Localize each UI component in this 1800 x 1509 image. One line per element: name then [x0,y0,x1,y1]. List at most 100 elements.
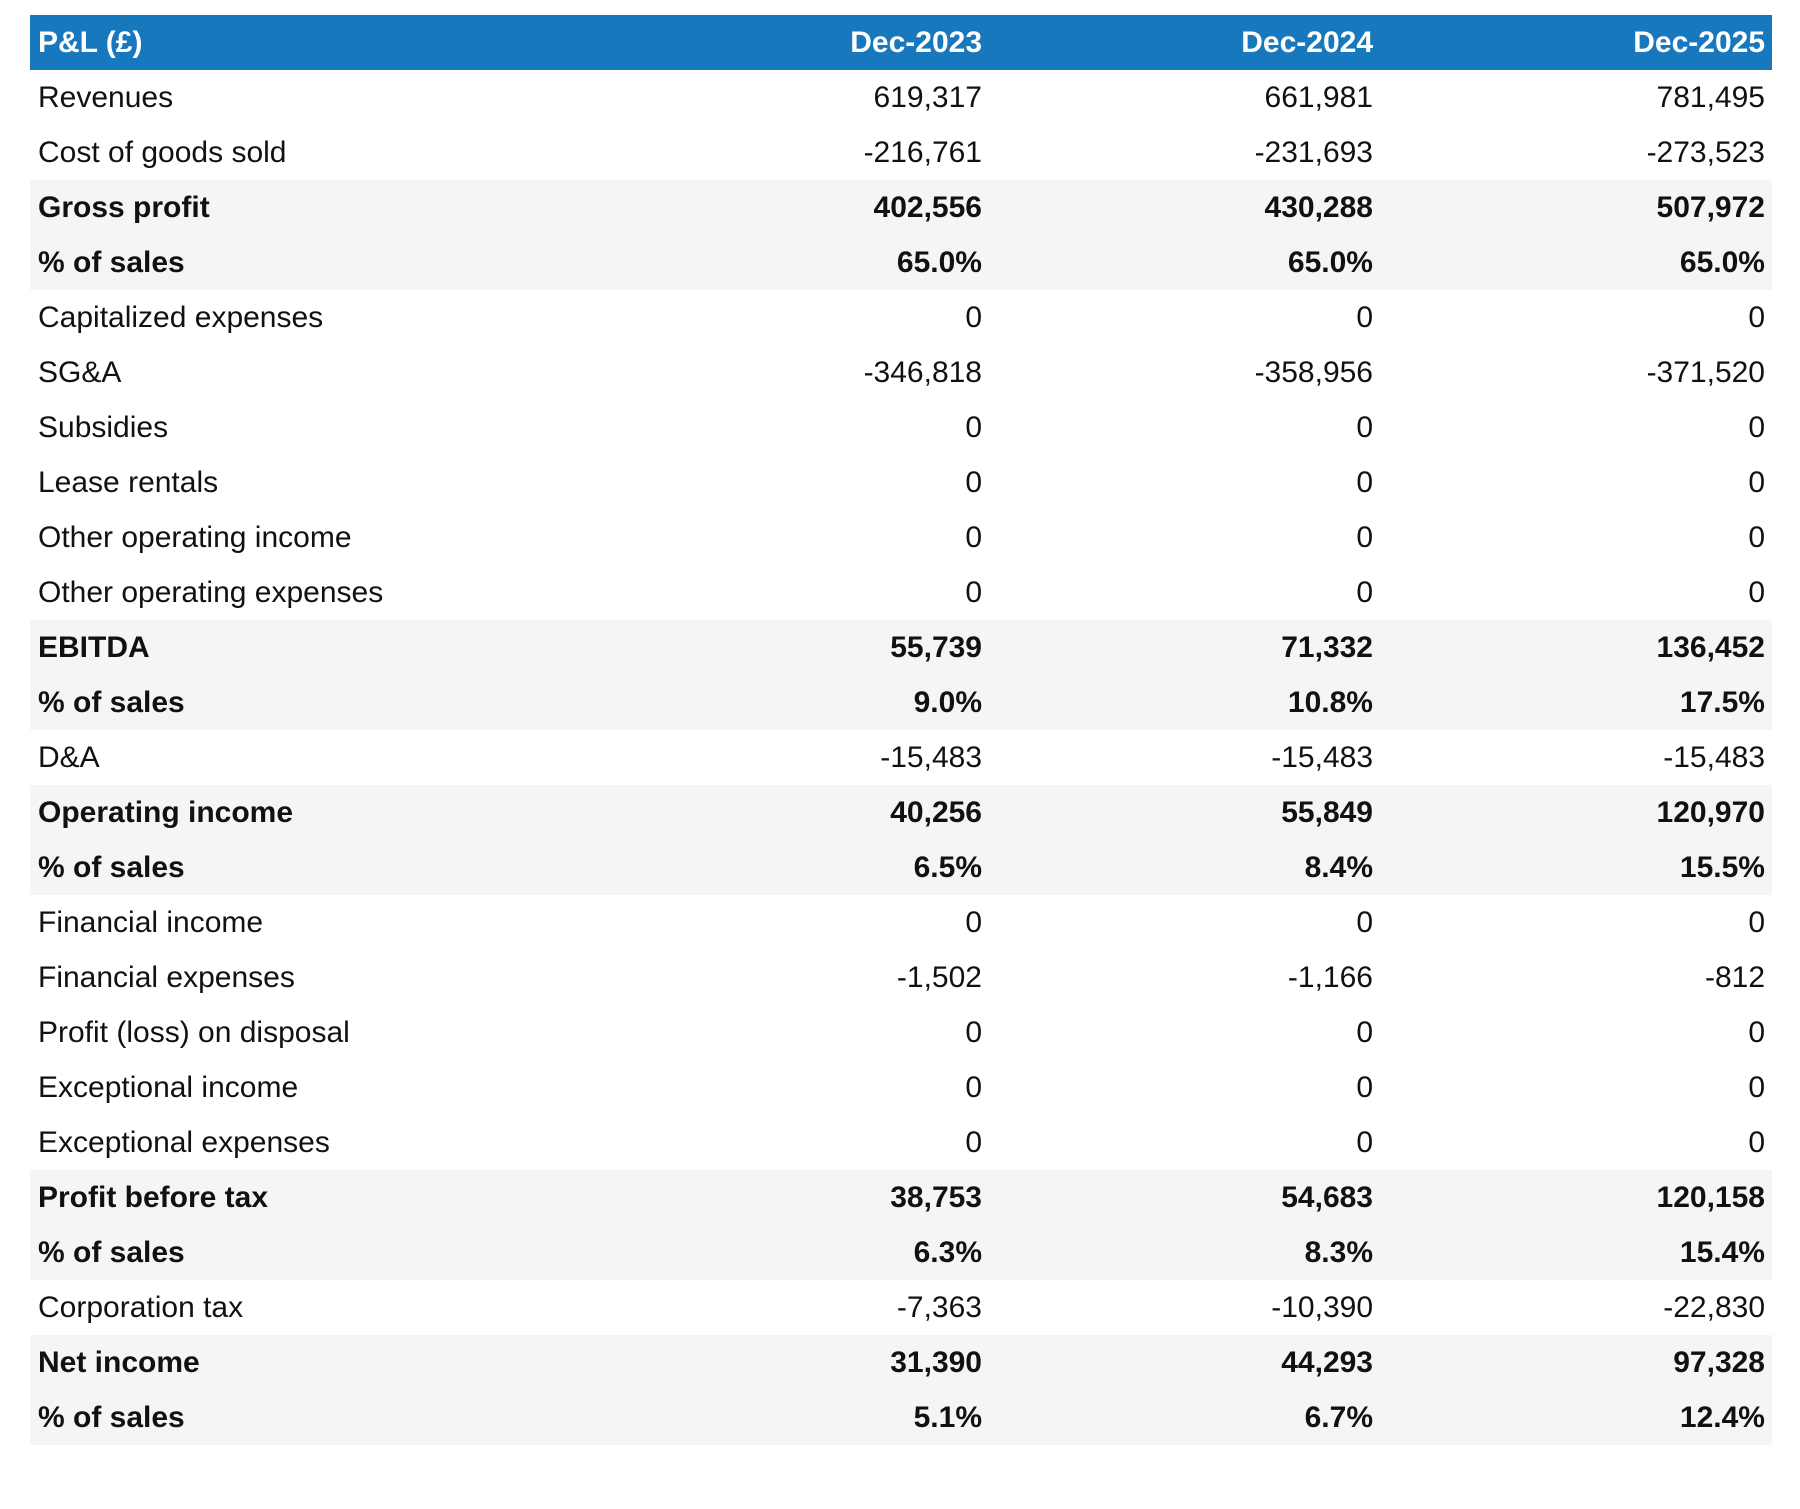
table-row: Exceptional expenses 0 0 0 [30,1115,1772,1170]
table-row: EBITDA 55,739 71,332 136,452 [30,620,1772,675]
pnl-table-body: Revenues 619,317 661,981 781,495 Cost of… [30,70,1772,1445]
cell-value-dec-2024: 8.4% [1304,851,1373,884]
cell-value-dec-2024: 0 [1356,521,1373,554]
cell-value-dec-2025: 781,495 [1656,81,1765,114]
row-label: Corporation tax [38,1291,244,1324]
cell-value-dec-2025: 97,328 [1673,1346,1765,1379]
row-label: Subsidies [38,411,169,444]
cell-value-dec-2024: 44,293 [1281,1346,1373,1379]
cell-value-dec-2025: 0 [1748,906,1765,939]
cell-value-dec-2023: 0 [965,1016,982,1049]
row-label: Profit before tax [38,1181,269,1214]
cell-value-dec-2024: 0 [1356,1016,1373,1049]
cell-value-dec-2024: 0 [1356,411,1373,444]
row-label: Net income [38,1346,200,1379]
table-row: Financial expenses -1,502 -1,166 -812 [30,950,1772,1005]
row-label: Financial income [38,906,264,939]
pnl-table-header: P&L (£) Dec-2023 Dec-2024 Dec-2025 [30,15,1772,70]
cell-value-dec-2024: -1,166 [1287,961,1373,994]
cell-value-dec-2024: 0 [1356,906,1373,939]
row-label: Exceptional income [38,1071,299,1104]
row-label: % of sales [38,1236,185,1269]
cell-value-dec-2025: 0 [1748,466,1765,499]
cell-value-dec-2025: 0 [1748,411,1765,444]
cell-value-dec-2025: 12.4% [1679,1401,1765,1434]
cell-value-dec-2023: 6.3% [913,1236,982,1269]
cell-value-dec-2024: 0 [1356,301,1373,334]
cell-value-dec-2024: -15,483 [1271,741,1373,774]
row-label: Financial expenses [38,961,295,994]
cell-value-dec-2025: 0 [1748,1071,1765,1104]
cell-value-dec-2023: -1,502 [896,961,982,994]
cell-value-dec-2024: 65.0% [1287,246,1373,279]
cell-value-dec-2023: 619,317 [873,81,982,114]
table-row: Exceptional income 0 0 0 [30,1060,1772,1115]
cell-value-dec-2024: -10,390 [1271,1291,1373,1324]
table-row: Financial income 0 0 0 [30,895,1772,950]
cell-value-dec-2023: 0 [965,576,982,609]
cell-value-dec-2024: 10.8% [1287,686,1373,719]
cell-value-dec-2025: -812 [1704,961,1765,994]
cell-value-dec-2024: 6.7% [1304,1401,1373,1434]
table-row: Corporation tax -7,363 -10,390 -22,830 [30,1280,1772,1335]
cell-value-dec-2025: -273,523 [1646,136,1765,169]
cell-value-dec-2025: 136,452 [1656,631,1765,664]
row-label: Other operating income [38,521,352,554]
table-row: Other operating income 0 0 0 [30,510,1772,565]
row-label: % of sales [38,246,185,279]
cell-value-dec-2023: 31,390 [890,1346,982,1379]
table-row: Profit before tax 38,753 54,683 120,158 [30,1170,1772,1225]
cell-value-dec-2025: 15.5% [1679,851,1765,884]
cell-value-dec-2023: -346,818 [863,356,982,389]
cell-value-dec-2023: -216,761 [863,136,982,169]
cell-value-dec-2024: 0 [1356,466,1373,499]
cell-value-dec-2025: 120,158 [1656,1181,1765,1214]
table-row: Capitalized expenses 0 0 0 [30,290,1772,345]
row-label: Operating income [38,796,294,829]
table-row: Net income 31,390 44,293 97,328 [30,1335,1772,1390]
cell-value-dec-2023: 55,739 [890,631,982,664]
row-label: SG&A [38,356,122,389]
cell-value-dec-2024: 0 [1356,1126,1373,1159]
cell-value-dec-2023: -7,363 [896,1291,982,1324]
table-row: % of sales 5.1% 6.7% 12.4% [30,1390,1772,1445]
cell-value-dec-2024: 55,849 [1281,796,1373,829]
cell-value-dec-2025: -15,483 [1663,741,1765,774]
row-label: % of sales [38,1401,185,1434]
cell-value-dec-2025: 17.5% [1679,686,1765,719]
row-label: Revenues [38,81,174,114]
table-row: % of sales 6.5% 8.4% 15.5% [30,840,1772,895]
cell-value-dec-2023: 0 [965,301,982,334]
row-label: % of sales [38,851,185,884]
cell-value-dec-2023: 0 [965,906,982,939]
table-row: Lease rentals 0 0 0 [30,455,1772,510]
cell-value-dec-2025: -22,830 [1663,1291,1765,1324]
cell-value-dec-2023: 0 [965,521,982,554]
table-row: Revenues 619,317 661,981 781,495 [30,70,1772,125]
cell-value-dec-2024: -231,693 [1254,136,1373,169]
cell-value-dec-2024: 0 [1356,1071,1373,1104]
cell-value-dec-2025: 0 [1748,1016,1765,1049]
cell-value-dec-2025: -371,520 [1646,356,1765,389]
cell-value-dec-2023: 0 [965,411,982,444]
row-label: Profit (loss) on disposal [38,1016,350,1049]
cell-value-dec-2023: 5.1% [913,1401,982,1434]
cell-value-dec-2025: 65.0% [1679,246,1765,279]
column-header-dec-2023: Dec-2023 [590,15,982,70]
cell-value-dec-2025: 0 [1748,301,1765,334]
table-row: Subsidies 0 0 0 [30,400,1772,455]
cell-value-dec-2024: -358,956 [1254,356,1373,389]
row-label: Capitalized expenses [38,301,324,334]
cell-value-dec-2023: 40,256 [890,796,982,829]
column-header-dec-2025: Dec-2025 [1373,15,1772,70]
cell-value-dec-2023: 0 [965,1126,982,1159]
table-row: % of sales 65.0% 65.0% 65.0% [30,235,1772,290]
cell-value-dec-2023: 0 [965,1071,982,1104]
cell-value-dec-2023: 38,753 [890,1181,982,1214]
table-row: Profit (loss) on disposal 0 0 0 [30,1005,1772,1060]
cell-value-dec-2024: 8.3% [1304,1236,1373,1269]
cell-value-dec-2024: 0 [1356,576,1373,609]
row-label: Cost of goods sold [38,136,287,169]
row-label: Gross profit [38,191,210,224]
row-label: Other operating expenses [38,576,384,609]
